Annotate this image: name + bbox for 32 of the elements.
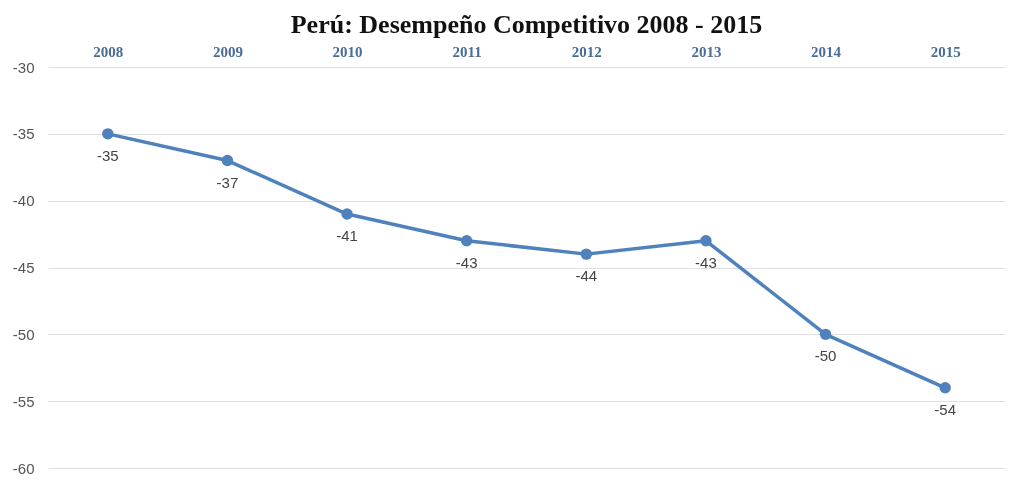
x-tick-label: 2008 xyxy=(93,43,124,60)
data-label: -43 xyxy=(695,253,717,271)
y-tick-label: -35 xyxy=(12,125,35,143)
x-tick-label: 2011 xyxy=(452,43,482,60)
y-tick-label: -55 xyxy=(12,392,35,410)
point xyxy=(939,382,951,394)
point xyxy=(700,235,712,247)
data-label: -43 xyxy=(455,253,478,271)
point xyxy=(580,248,593,260)
x-tick-label: 2010 xyxy=(332,43,363,60)
y-tick-label: -60 xyxy=(12,459,35,477)
point xyxy=(102,128,114,140)
y-tick-label: -45 xyxy=(12,259,35,276)
data-label: -41 xyxy=(336,227,358,245)
chart-title: Perú: Desempeño Competitivo 2008 - 2015 xyxy=(290,10,763,39)
point xyxy=(819,328,832,341)
data-label: -50 xyxy=(814,347,837,365)
data-label: -37 xyxy=(216,173,239,191)
y-tick-label: -30 xyxy=(12,58,35,76)
y-tick-label: -50 xyxy=(12,325,35,343)
y-tick-label: -40 xyxy=(12,192,35,210)
x-tick-label: 2014 xyxy=(811,43,842,60)
x-tick-label: 2009 xyxy=(212,43,243,60)
data-label: -35 xyxy=(96,146,119,164)
point xyxy=(221,154,234,167)
data-label: -54 xyxy=(934,400,957,418)
x-tick-label: 2013 xyxy=(691,43,722,60)
x-tick-label: 2015 xyxy=(930,43,961,60)
data-label: -44 xyxy=(575,267,598,285)
point xyxy=(460,235,473,247)
x-tick-label: 2012 xyxy=(571,43,602,60)
point xyxy=(341,208,353,220)
